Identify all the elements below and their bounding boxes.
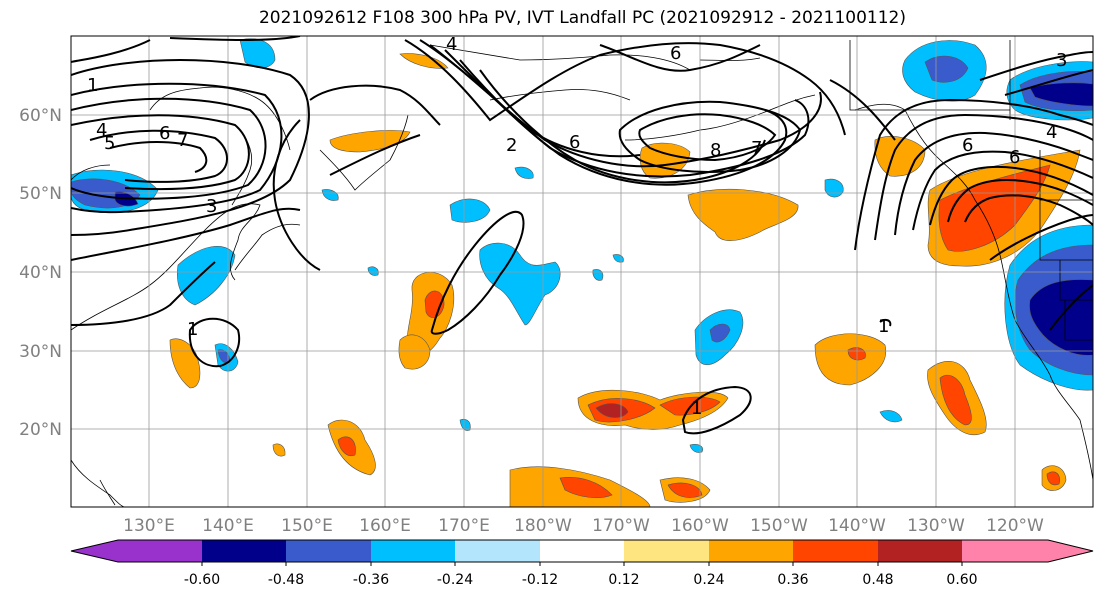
colorbar-tick-label: 0.36 [777,572,808,588]
colorbar-tick-label: 0.60 [946,572,977,588]
positive-ivt-shading [169,53,1081,507]
contour-label: 6 [159,123,170,144]
latitude-labels: 60°N 50°N 40°N 30°N 20°N [19,106,62,440]
colorbar-bin [962,540,1048,562]
colorbar-tick-label: 0.48 [862,572,893,588]
contour-label: 8 [710,140,721,161]
colorbar-bin [202,540,286,562]
lat-label-60n: 60°N [19,106,62,126]
contour-label: 6 [962,135,973,156]
lon-label: 140°W [828,516,886,536]
lat-label-30n: 30°N [19,342,62,362]
map-title: 2021092612 F108 300 hPa PV, IVT Landfall… [258,8,906,28]
colorbar-bin [455,540,540,562]
map-frame [70,35,1094,508]
pv-contours [71,36,1093,435]
map-background [71,36,1093,507]
colorbar-bin [793,540,878,562]
contour-label: 4 [1046,122,1057,143]
longitude-labels: 130°E 140°E 150°E 160°E 170°E 180°W 170°… [123,516,1044,536]
lon-label: 140°E [202,516,254,536]
lon-label: 180°W [514,516,572,536]
lon-label: 150°E [281,516,333,536]
colorbar-tick-label: -0.48 [268,572,304,588]
contour-label: 7 [177,130,188,151]
lon-label: 150°W [750,516,808,536]
lon-label: 160°W [671,516,729,536]
colorbar-tick-label: -0.36 [353,572,389,588]
colorbar-tick-label: -0.60 [184,572,220,588]
colorbar-bin [371,540,455,562]
colorbar-tick-label: -0.12 [522,572,558,588]
colorbar-max-extend [1048,540,1093,562]
contour-label: 1 [691,398,702,419]
lon-label: 130°W [907,516,965,536]
contour-label: 2 [506,135,517,156]
contour-label: 3 [206,196,217,217]
colorbar-bin [540,540,624,562]
contour-label: 4 [446,34,457,55]
contour-label: 7 [751,138,762,159]
colorbar-tick-label: 0.24 [693,572,724,588]
colorbar-bin [624,540,709,562]
lon-label: 130°E [123,516,175,536]
colorbar-tick-label: -0.24 [437,572,473,588]
colorbar-tick-label: 0.12 [608,572,639,588]
contour-label: 6 [670,43,681,64]
contour-labels: 1 4 5 6 7 3 4 6 2 6 8 7 3 6 6 4 1 1 1 [87,34,1067,419]
colorbar-bin [286,540,371,562]
contour-label: 3 [1056,50,1067,71]
lon-label: 160°E [359,516,411,536]
lon-label: 170°E [438,516,490,536]
lat-label-50n: 50°N [19,184,62,204]
colorbar-bin [709,540,793,562]
colorbar-outline [70,539,1094,563]
colorbar-bin [118,540,202,562]
contour-label: 6 [1009,147,1020,168]
colorbar-min-extend [71,540,118,562]
colorbar-bin [878,540,962,562]
lat-label-20n: 20°N [19,420,62,440]
contour-label: 1 [187,319,198,340]
lat-label-40n: 40°N [19,263,62,283]
contour-label: 5 [104,133,115,154]
colorbar: -0.60 -0.48 -0.36 -0.24 -0.12 0.12 0.24 … [70,539,1094,588]
lon-label: 120°W [986,516,1044,536]
contour-label: 4 [96,120,107,141]
contour-label: 1 [878,316,889,337]
lon-label: 170°W [592,516,650,536]
contour-label: 6 [569,132,580,153]
contour-label: 1 [87,75,98,96]
